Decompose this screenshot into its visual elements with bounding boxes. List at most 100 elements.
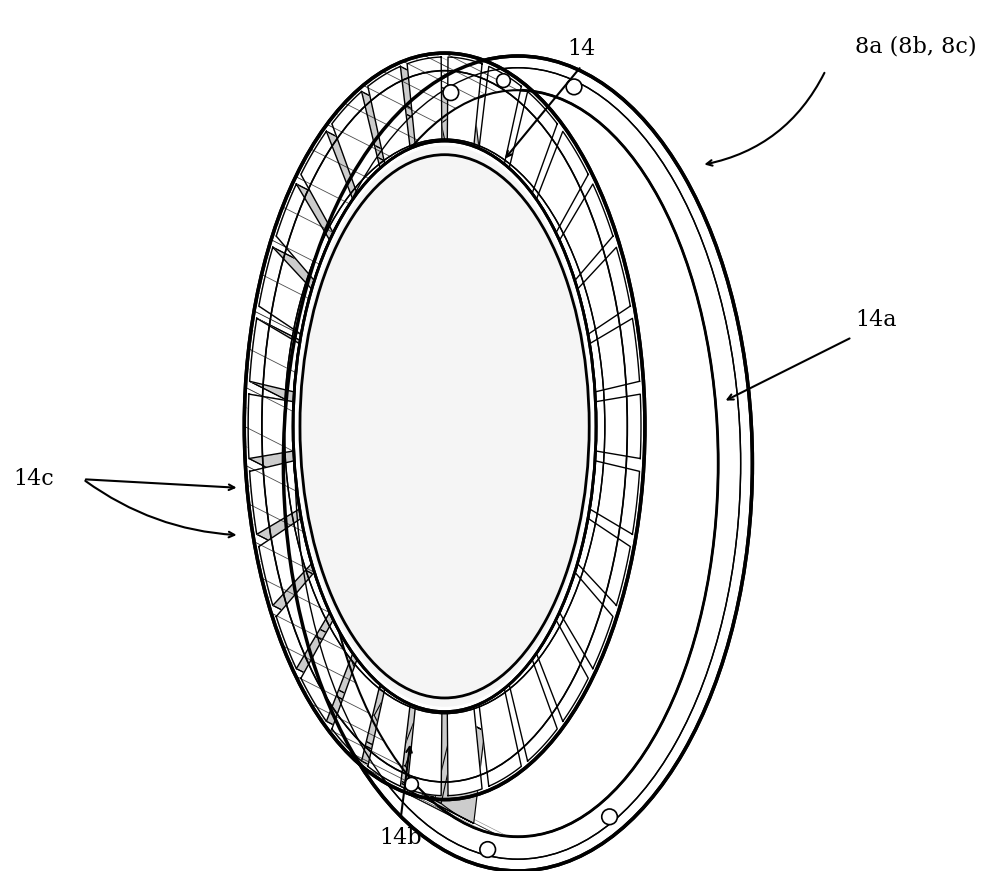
Polygon shape: [400, 694, 485, 824]
Polygon shape: [332, 651, 433, 766]
Polygon shape: [533, 613, 588, 722]
Polygon shape: [296, 184, 407, 284]
Polygon shape: [507, 92, 557, 202]
Text: 14b: 14b: [379, 827, 422, 849]
Polygon shape: [250, 460, 303, 534]
Polygon shape: [574, 248, 630, 337]
Polygon shape: [368, 66, 411, 174]
Ellipse shape: [298, 146, 591, 707]
Polygon shape: [259, 515, 378, 584]
Polygon shape: [332, 92, 435, 161]
Polygon shape: [250, 460, 371, 508]
Polygon shape: [387, 679, 485, 731]
Polygon shape: [259, 306, 378, 374]
Polygon shape: [259, 248, 346, 344]
Polygon shape: [273, 559, 389, 642]
Ellipse shape: [318, 90, 718, 837]
Polygon shape: [298, 346, 377, 430]
Polygon shape: [332, 92, 382, 202]
Polygon shape: [276, 567, 391, 654]
Polygon shape: [276, 184, 370, 273]
Polygon shape: [387, 159, 485, 211]
Polygon shape: [249, 394, 371, 440]
Polygon shape: [478, 66, 521, 174]
Polygon shape: [305, 293, 389, 374]
Polygon shape: [301, 678, 400, 759]
Polygon shape: [250, 381, 371, 430]
Polygon shape: [250, 471, 330, 572]
Polygon shape: [257, 507, 377, 572]
Polygon shape: [337, 207, 429, 277]
Polygon shape: [301, 131, 400, 211]
Polygon shape: [368, 66, 474, 123]
Text: 14a: 14a: [855, 309, 896, 331]
Polygon shape: [257, 318, 377, 383]
Polygon shape: [592, 394, 641, 458]
Polygon shape: [250, 318, 330, 418]
Polygon shape: [250, 318, 303, 393]
Ellipse shape: [293, 141, 596, 712]
Polygon shape: [507, 651, 557, 761]
Polygon shape: [318, 567, 407, 644]
Polygon shape: [305, 515, 389, 596]
Polygon shape: [259, 248, 316, 337]
Polygon shape: [556, 567, 613, 669]
Polygon shape: [259, 546, 346, 642]
Polygon shape: [362, 92, 456, 215]
Polygon shape: [586, 318, 640, 393]
Circle shape: [443, 85, 459, 100]
Polygon shape: [400, 66, 485, 196]
Polygon shape: [407, 696, 442, 796]
Ellipse shape: [300, 155, 589, 698]
Polygon shape: [332, 729, 435, 798]
Polygon shape: [326, 646, 429, 759]
Polygon shape: [248, 394, 298, 458]
Polygon shape: [447, 696, 482, 796]
Polygon shape: [248, 394, 322, 496]
Polygon shape: [360, 177, 456, 239]
Polygon shape: [297, 403, 371, 487]
Polygon shape: [332, 123, 433, 239]
Polygon shape: [368, 679, 411, 786]
Polygon shape: [533, 131, 588, 239]
Ellipse shape: [283, 56, 752, 871]
Ellipse shape: [293, 141, 596, 712]
Text: 14: 14: [567, 38, 596, 60]
Circle shape: [602, 809, 617, 825]
Polygon shape: [259, 515, 316, 605]
Polygon shape: [332, 651, 382, 761]
Polygon shape: [368, 679, 460, 803]
Text: 14c: 14c: [13, 468, 54, 490]
Polygon shape: [301, 131, 356, 239]
Polygon shape: [318, 246, 407, 322]
Circle shape: [497, 74, 510, 87]
Polygon shape: [298, 460, 377, 544]
Polygon shape: [574, 515, 630, 605]
Ellipse shape: [301, 149, 588, 704]
Polygon shape: [301, 613, 356, 722]
Polygon shape: [301, 613, 410, 715]
Polygon shape: [586, 460, 640, 534]
Polygon shape: [556, 184, 613, 285]
Polygon shape: [276, 617, 370, 706]
Polygon shape: [368, 86, 460, 211]
Polygon shape: [407, 57, 442, 157]
Polygon shape: [337, 613, 429, 683]
Polygon shape: [362, 675, 456, 798]
Polygon shape: [276, 184, 333, 285]
Text: 8a (8b, 8c): 8a (8b, 8c): [855, 35, 977, 57]
Polygon shape: [276, 236, 391, 322]
Polygon shape: [273, 248, 389, 330]
Polygon shape: [249, 450, 371, 496]
Polygon shape: [447, 57, 482, 157]
Polygon shape: [368, 766, 474, 824]
Circle shape: [480, 841, 496, 857]
Polygon shape: [360, 651, 456, 713]
Polygon shape: [276, 567, 333, 669]
Polygon shape: [296, 606, 407, 706]
Polygon shape: [478, 679, 521, 786]
Polygon shape: [326, 131, 429, 244]
Circle shape: [566, 79, 582, 94]
Polygon shape: [301, 174, 410, 277]
Circle shape: [405, 777, 418, 791]
